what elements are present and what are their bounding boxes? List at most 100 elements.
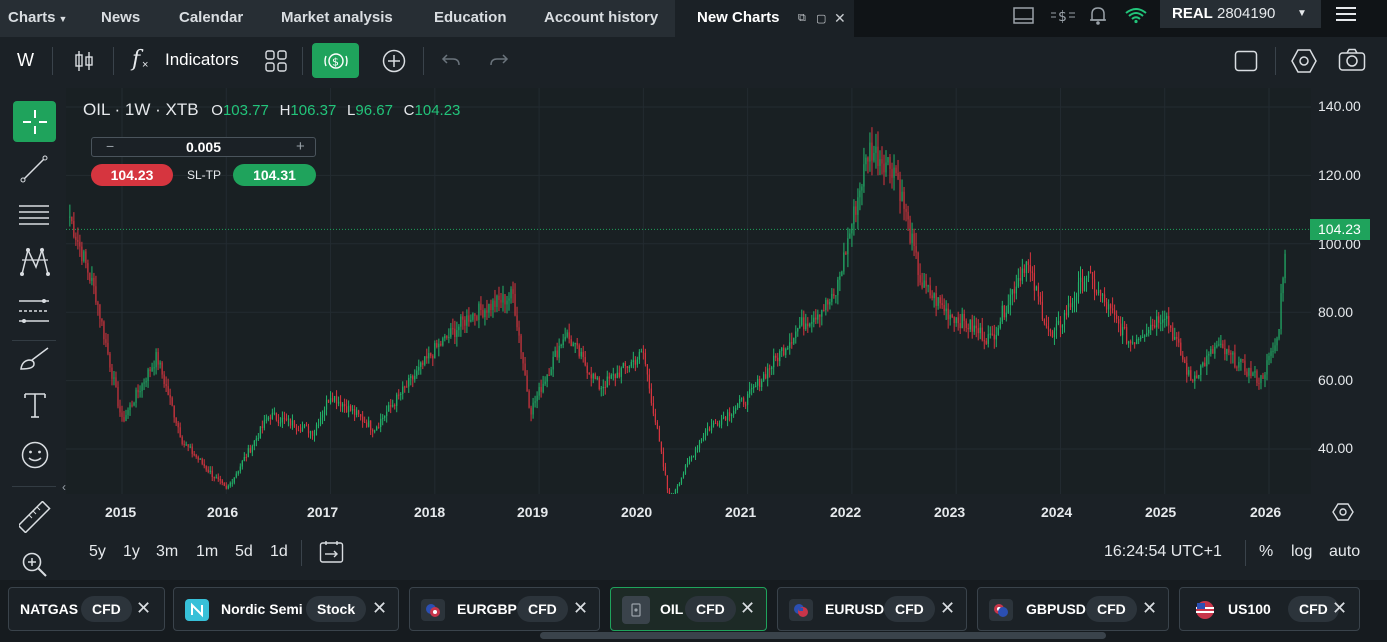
close-icon[interactable]: ✕ — [372, 598, 388, 618]
candle-body — [632, 360, 634, 362]
volume-increase-button[interactable]: + — [296, 138, 305, 155]
sell-button[interactable]: 104.23 — [91, 164, 173, 186]
candle-body — [821, 309, 823, 317]
trading-toggle-button[interactable]: $ — [312, 43, 359, 78]
candle-body — [672, 493, 675, 494]
menu-icon[interactable] — [1335, 6, 1357, 22]
range-1m[interactable]: 1m — [196, 543, 219, 560]
close-icon[interactable]: ✕ — [1332, 598, 1348, 618]
buy-button[interactable]: 104.31 — [233, 164, 316, 186]
horizontal-lines-icon[interactable] — [18, 203, 50, 229]
candle-body — [1027, 261, 1029, 266]
candle-body — [1146, 333, 1148, 336]
ruler-icon[interactable] — [19, 501, 51, 533]
layout-icon[interactable] — [1012, 6, 1036, 26]
text-tool-icon[interactable] — [23, 391, 47, 419]
emoji-icon[interactable] — [20, 440, 50, 470]
candle-body — [438, 343, 440, 348]
candle-body — [686, 462, 689, 466]
price-alert-icon[interactable]: $ — [1050, 5, 1078, 27]
candle-body — [1266, 360, 1268, 375]
trend-line-icon[interactable] — [20, 155, 48, 183]
bell-icon[interactable] — [1088, 5, 1108, 27]
camera-icon[interactable] — [1338, 48, 1366, 72]
candle-body — [466, 315, 468, 326]
candle-body — [652, 403, 654, 414]
symbol-tab-gbpusd[interactable]: GBPUSD CFD ✕ — [977, 587, 1169, 631]
candle-body — [644, 352, 646, 365]
close-icon[interactable]: ✕ — [573, 598, 589, 618]
symbol-tab-natgas[interactable]: NATGAS CFD ✕ — [8, 587, 165, 631]
candle-body — [1152, 324, 1154, 326]
auto-scale-toggle[interactable]: auto — [1329, 543, 1361, 560]
range-3m[interactable]: 3m — [156, 543, 179, 560]
candle-body — [452, 328, 454, 330]
pattern-tool-icon[interactable] — [19, 247, 51, 277]
candle-body — [674, 489, 677, 494]
close-icon[interactable]: ✕ — [1142, 598, 1158, 618]
candle-body — [985, 340, 987, 344]
candlestick-type-icon[interactable] — [73, 49, 95, 73]
range-5y[interactable]: 5y — [89, 543, 106, 560]
tabs-scrollbar[interactable] — [540, 632, 1106, 639]
maximize-icon[interactable]: ▢ — [816, 13, 827, 25]
fibonacci-icon[interactable] — [18, 297, 50, 325]
candle-body — [582, 351, 584, 358]
candle-body — [207, 469, 209, 472]
symbol-tab-nordic-semi[interactable]: Nordic Semi Stock ✕ — [173, 587, 399, 631]
x-axis-label: 2016 — [207, 504, 239, 520]
collapse-panel-icon[interactable]: ‹ — [62, 480, 66, 494]
goto-date-icon[interactable] — [319, 540, 345, 564]
add-plus-icon[interactable] — [382, 49, 406, 73]
symbol-tab-eurgbp[interactable]: EURGBP CFD ✕ — [409, 587, 600, 631]
nav-calendar[interactable]: Calendar — [179, 9, 244, 26]
nav-charts[interactable]: Charts ▼ — [8, 9, 68, 26]
tab-new-charts[interactable]: New Charts — [675, 0, 854, 37]
fullscreen-icon[interactable] — [1234, 50, 1258, 72]
sl-tp-label[interactable]: SL-TP — [187, 168, 222, 182]
zoom-icon[interactable] — [21, 551, 49, 579]
brush-icon[interactable] — [18, 345, 52, 373]
account-selector[interactable]: REAL 2804190 ▼ — [1160, 0, 1321, 28]
symbol-tab-oil[interactable]: OIL CFD ✕ — [610, 587, 767, 631]
candle-body — [1077, 282, 1080, 297]
candle-body — [337, 401, 340, 404]
symbol-tab-us100[interactable]: US100 CFD ✕ — [1179, 587, 1360, 631]
undo-icon[interactable] — [441, 52, 461, 68]
range-1d[interactable]: 1d — [270, 543, 288, 560]
nav-education[interactable]: Education — [434, 9, 507, 26]
symbol-tab-eurusd[interactable]: EURUSD CFD ✕ — [777, 587, 967, 631]
close-icon[interactable]: ✕ — [740, 598, 756, 618]
nav-account-history[interactable]: Account history — [544, 9, 659, 26]
candle-body — [979, 327, 981, 334]
nav-news[interactable]: News — [101, 9, 141, 26]
interval-selector[interactable]: W — [17, 50, 34, 70]
range-1y[interactable]: 1y — [123, 543, 140, 560]
log-scale-toggle[interactable]: log — [1291, 543, 1313, 560]
candle-body — [199, 458, 201, 460]
volume-stepper[interactable]: − 0.005 + — [91, 137, 316, 157]
candle-body — [185, 444, 187, 446]
candle-body — [1097, 289, 1100, 294]
candle-body — [1101, 294, 1104, 296]
candle-body — [518, 327, 520, 336]
volume-value[interactable]: 0.005 — [185, 139, 222, 155]
range-5d[interactable]: 5d — [235, 543, 253, 560]
close-icon[interactable]: ✕ — [834, 10, 846, 26]
close-icon[interactable]: ✕ — [136, 598, 152, 618]
volume-decrease-button[interactable]: − — [106, 138, 115, 154]
popout-icon[interactable]: ⧉ — [798, 12, 806, 24]
settings-hexagon-icon[interactable] — [1290, 48, 1318, 74]
candle-body — [1081, 277, 1084, 292]
crosshair-tool-button[interactable] — [13, 101, 56, 142]
candle-body — [548, 374, 550, 376]
close-icon[interactable]: ✕ — [940, 598, 956, 618]
clock-timezone[interactable]: 16:24:54 UTC+1 — [1104, 543, 1222, 560]
percent-scale-toggle[interactable]: % — [1259, 543, 1274, 560]
redo-icon[interactable] — [489, 52, 509, 68]
candle-body — [1083, 281, 1086, 292]
axis-settings-icon[interactable] — [1332, 502, 1354, 522]
candle-body — [107, 342, 109, 354]
nav-market-analysis[interactable]: Market analysis — [281, 9, 393, 26]
layouts-grid-icon[interactable] — [265, 50, 287, 72]
